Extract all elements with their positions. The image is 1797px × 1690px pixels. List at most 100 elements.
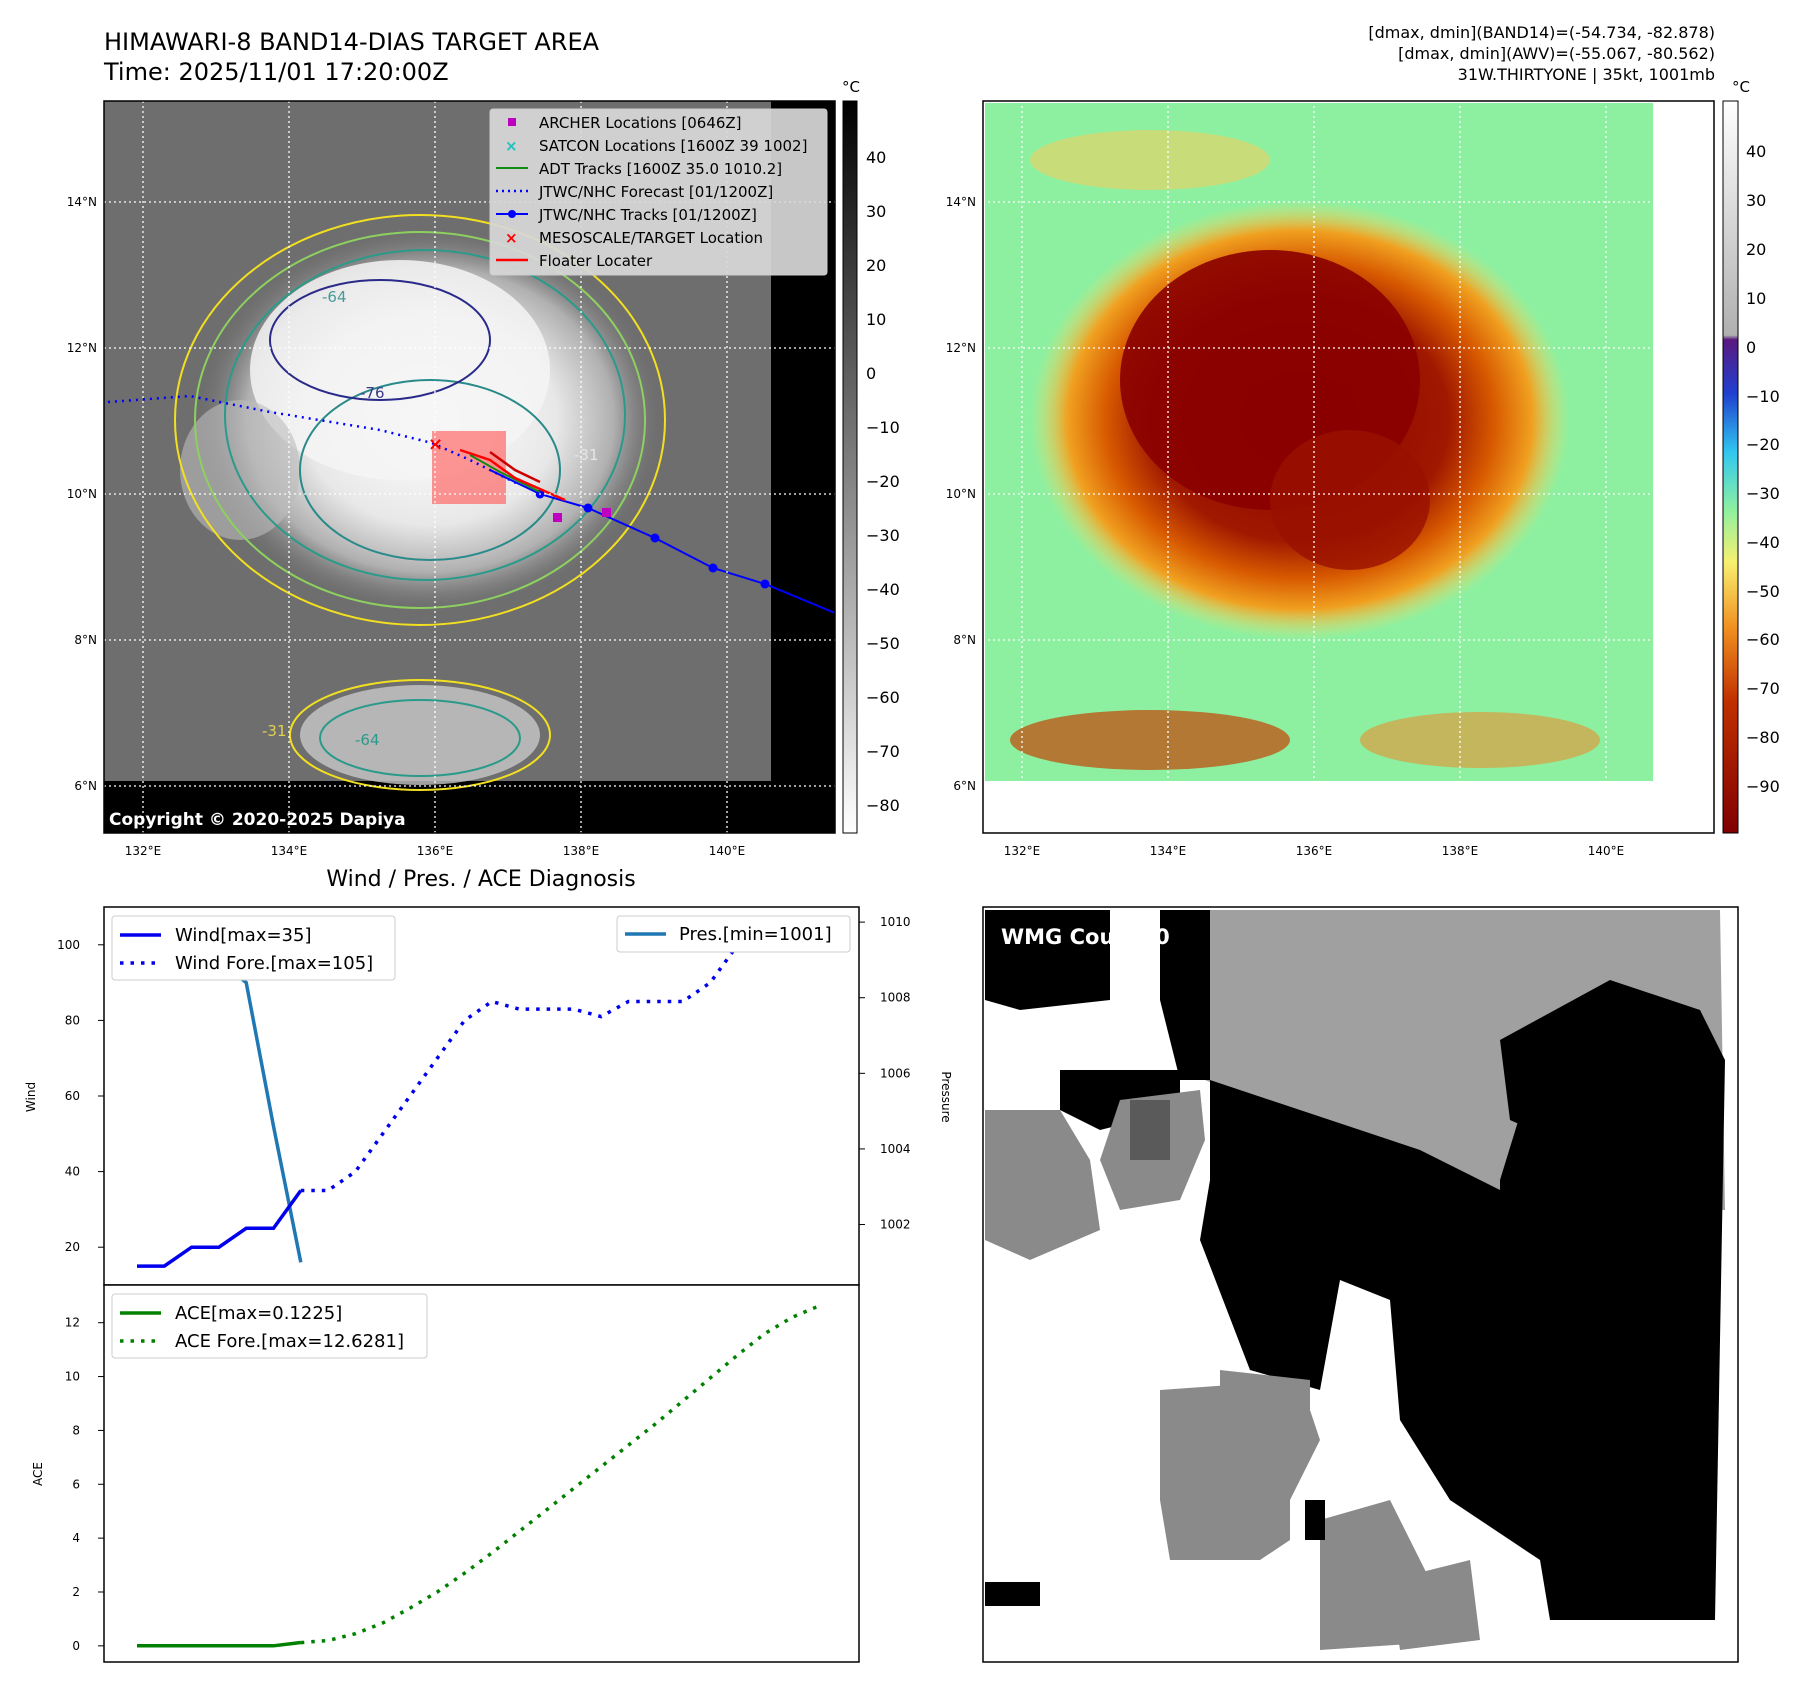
jtwc-track-point bbox=[583, 503, 593, 513]
lon-tick-label: 136°E bbox=[1296, 844, 1333, 858]
pressure-axis-tick-label: 1002 bbox=[880, 1218, 911, 1232]
stats-line2: [dmax, dmin](AWV)=(-55.067, -80.562) bbox=[1398, 44, 1715, 63]
legend-target-marker: × bbox=[505, 229, 518, 247]
map-legend: × × ARCHER Locations [0646Z] SATCON Loca… bbox=[489, 108, 828, 276]
colorbar-tick: −50 bbox=[1746, 582, 1780, 601]
pressure-axis-tick-label: 1010 bbox=[880, 915, 911, 929]
legend-label: JTWC/NHC Forecast [01/1200Z] bbox=[538, 183, 773, 201]
colorbar-tick: −10 bbox=[866, 418, 900, 437]
legend-track-marker-dot bbox=[508, 210, 516, 218]
stats-line1: [dmax, dmin](BAND14)=(-54.734, -82.878) bbox=[1368, 23, 1715, 42]
wmg-dark-patch bbox=[1130, 1100, 1170, 1160]
colorbar-tick: −20 bbox=[1746, 435, 1780, 454]
pressure-legend-box bbox=[616, 915, 851, 953]
colorbar-tick: 20 bbox=[866, 256, 886, 275]
colorbar-grayscale: °C 40 30 20 10 0 −10 −20 −30 −40 −50 −60… bbox=[842, 78, 900, 834]
ir-cloud-west bbox=[180, 400, 300, 540]
colorbar-tick: 10 bbox=[866, 310, 886, 329]
wmg-gray-left bbox=[985, 1110, 1100, 1260]
map-title-line1: HIMAWARI-8 BAND14-DIAS TARGET AREA bbox=[104, 28, 600, 56]
wind-axis-tick-label: 20 bbox=[65, 1240, 80, 1254]
colorbar-color: °C 40 30 20 10 0 −10 −20 −30 −40 −50 −60… bbox=[1722, 78, 1780, 834]
wind-axis-tick-label: 40 bbox=[65, 1165, 80, 1179]
colorbar-tick: −70 bbox=[866, 742, 900, 761]
ace-axis-tick-label: 0 bbox=[72, 1639, 80, 1653]
colorbar-tick: 0 bbox=[866, 364, 876, 383]
colorbar-tick: 20 bbox=[1746, 240, 1766, 259]
legend-label: MESOSCALE/TARGET Location bbox=[539, 229, 763, 247]
colorbar-tick: 10 bbox=[1746, 289, 1766, 308]
ir-contour-lightgreen bbox=[194, 231, 646, 609]
ir-cloud-core bbox=[250, 260, 550, 480]
legend-label: JTWC/NHC Tracks [01/1200Z] bbox=[538, 206, 757, 224]
colorbar-tick: 30 bbox=[1746, 191, 1766, 210]
lat-tick-label: 12°N bbox=[946, 341, 976, 355]
wmg-panel: WMG Count: 0 bbox=[982, 906, 1739, 1663]
legend-label: Floater Locater bbox=[539, 252, 653, 270]
wmg-black-region bbox=[1500, 980, 1720, 1200]
pressure-legend-label: Pres.[min=1001] bbox=[679, 924, 832, 945]
contour-label: -76 bbox=[360, 384, 385, 402]
color-map-gridlines bbox=[983, 101, 1714, 833]
wmg-count-label: WMG Count: 0 bbox=[1001, 925, 1170, 949]
ace-axis-tick-label: 6 bbox=[72, 1477, 80, 1491]
ir-contour-band-yellow bbox=[289, 679, 551, 791]
pressure-axis-tick-label: 1004 bbox=[880, 1142, 911, 1156]
colorbar-tick: 30 bbox=[866, 202, 886, 221]
legend-label: ADT Tracks [1600Z 35.0 1010.2] bbox=[539, 160, 782, 178]
ir-contour-teal-inner bbox=[299, 379, 561, 561]
adt-track-line bbox=[469, 454, 541, 493]
lat-tick-label: 8°N bbox=[74, 633, 97, 647]
pressure-axis-label: Pressure bbox=[939, 1071, 953, 1122]
ir-cloud-band bbox=[300, 685, 540, 785]
ace-axis-tick-label: 12 bbox=[65, 1316, 80, 1330]
ir-contour-teal bbox=[224, 249, 626, 581]
wind-legend-label: Wind[max=35] bbox=[175, 925, 312, 946]
ace-chart: ACE 0 2 4 6 8 10 12 ACE[max=0.1225] ACE Fore.[… bbox=[31, 1284, 860, 1663]
copyright-text: Copyright © 2020-2025 Dapiya bbox=[109, 810, 406, 830]
lon-tick-label: 140°E bbox=[709, 844, 746, 858]
ace-forecast-legend-label: ACE Fore.[max=12.6281] bbox=[175, 1331, 404, 1352]
wmg-black-spot bbox=[1305, 1500, 1325, 1540]
lon-tick-label: 132°E bbox=[125, 844, 162, 858]
lat-tick-label: 6°N bbox=[74, 779, 97, 793]
ace-legend-box bbox=[111, 1293, 428, 1359]
colorbar-unit: °C bbox=[1732, 78, 1750, 96]
ace-axis-tick-label: 8 bbox=[72, 1423, 80, 1437]
colorbar-tick: −30 bbox=[1746, 484, 1780, 503]
color-cloud-north bbox=[1030, 130, 1270, 190]
colorbar-tick: −40 bbox=[866, 580, 900, 599]
colorbar-tick: −50 bbox=[866, 634, 900, 653]
lon-tick-label: 132°E bbox=[1004, 844, 1041, 858]
wmg-gray-middle bbox=[1160, 1380, 1320, 1560]
lon-tick-label: 140°E bbox=[1588, 844, 1625, 858]
jtwc-track-point bbox=[650, 533, 660, 543]
colorbar-tick: −20 bbox=[866, 472, 900, 491]
colorbar-tick: −90 bbox=[1746, 777, 1780, 796]
colorbar-tick: −30 bbox=[866, 526, 900, 545]
lon-tick-label: 138°E bbox=[563, 844, 600, 858]
ace-axis-tick-label: 2 bbox=[72, 1585, 80, 1599]
pressure-axis-tick-label: 1006 bbox=[880, 1066, 911, 1080]
diagnosis-title: Wind / Pres. / ACE Diagnosis bbox=[326, 867, 635, 892]
colorbar-tick: −80 bbox=[866, 796, 900, 815]
wmg-frame bbox=[982, 906, 1739, 1663]
colorbar-tick: 40 bbox=[866, 148, 886, 167]
color-cloud-band-east bbox=[1360, 712, 1600, 768]
color-cloud-band bbox=[1010, 710, 1290, 770]
wmg-black-column bbox=[1160, 910, 1210, 1080]
color-map-panel: 132°E 134°E 136°E 138°E 140°E 14°N 12°N … bbox=[946, 100, 1715, 858]
ace-axis-label: ACE bbox=[31, 1462, 45, 1486]
wmg-gray-bottom bbox=[1390, 1560, 1480, 1650]
lon-tick-label: 138°E bbox=[1442, 844, 1479, 858]
lon-tick-label: 136°E bbox=[417, 844, 454, 858]
ace-legend-label: ACE[max=0.1225] bbox=[175, 1303, 342, 1324]
colorbar-tick: −10 bbox=[1746, 387, 1780, 406]
jtwc-track-point bbox=[760, 579, 770, 589]
wmg-black-strip bbox=[985, 1582, 1040, 1606]
ace-series-line bbox=[137, 1640, 302, 1648]
legend-label: SATCON Locations [1600Z 39 1002] bbox=[539, 137, 807, 155]
wind-legend-box bbox=[111, 915, 396, 981]
lat-tick-label: 14°N bbox=[946, 195, 976, 209]
